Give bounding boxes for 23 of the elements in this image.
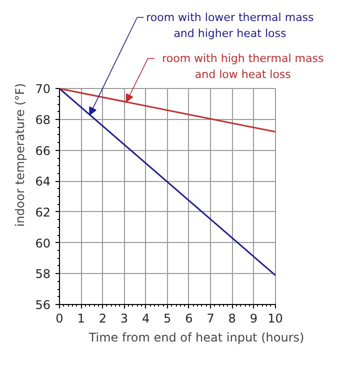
annotation: room with high thermal mass and low heat loss xyxy=(162,52,324,82)
x-tick-label: 1 xyxy=(77,312,85,326)
x-tick-label: 6 xyxy=(185,312,193,326)
x-tick-label: 9 xyxy=(250,312,258,326)
x-tick-label: 10 xyxy=(268,312,283,326)
y-tick-label: 68 xyxy=(35,112,51,127)
x-tick-label: 3 xyxy=(120,312,128,326)
y-axis-title: indoor temperature (°F) xyxy=(13,83,28,227)
y-tick-label: 70 xyxy=(35,82,51,96)
x-tick-label: 2 xyxy=(98,312,106,326)
x-tick-label: 5 xyxy=(164,312,172,326)
y-tick-label: 62 xyxy=(35,205,51,220)
x-tick-label: 0 xyxy=(56,312,64,326)
y-tick-label: 64 xyxy=(35,174,51,189)
x-tick-label: 7 xyxy=(206,312,214,326)
annotation: room with lower thermal mass and higher heat loss xyxy=(146,10,314,40)
y-tick-label: 56 xyxy=(35,298,51,312)
y-tick-label: 66 xyxy=(35,144,51,158)
x-tick-label: 4 xyxy=(142,312,150,326)
x-axis-title: Time from end of heat input (hours) xyxy=(88,330,304,344)
y-tick-label: 58 xyxy=(35,267,51,282)
x-tick-label: 8 xyxy=(228,312,236,326)
y-tick-label: 60 xyxy=(35,236,51,250)
